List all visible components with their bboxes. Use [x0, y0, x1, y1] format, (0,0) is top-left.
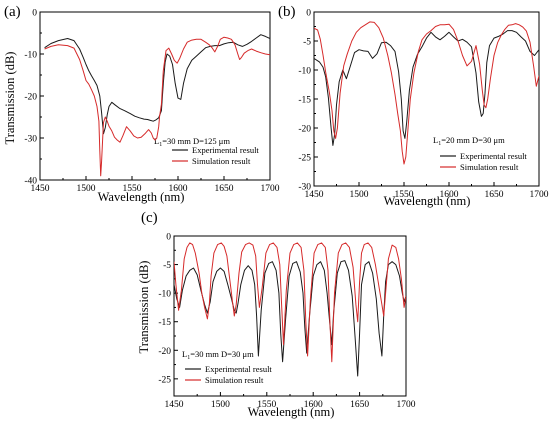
legend-label-experimental-b: Experimental result [460, 151, 527, 161]
xlabel-b: Wavelength (nm) [384, 194, 471, 208]
x-tick-label-c: 1550 [257, 400, 276, 410]
y-tick-label-a: -40 [24, 177, 37, 187]
legend-label-simulation-c: Simulation result [205, 375, 264, 385]
x-tick-label-a: 1450 [31, 184, 50, 194]
experimental-series-line-c [174, 260, 406, 377]
panel-a: (a) Transmission (dB) Wavelength (nm) L1… [3, 4, 280, 204]
x-tick-label-b: 1650 [485, 190, 504, 200]
ylabel-a: Transmission (dB) [3, 52, 17, 145]
legend-label-simulation-b: Simulation result [460, 162, 519, 172]
simulation-series-line-b [314, 21, 539, 165]
annotation-c: L1=30 mm D=30 μm [182, 349, 254, 361]
panel-b: (b) Wavelength (nm) L1=20 mm D=30 μm 145… [278, 4, 549, 208]
y-tick-label-c: -5 [163, 261, 171, 271]
y-tick-label-c: -10 [158, 290, 171, 300]
y-tick-label-a: -30 [24, 135, 37, 145]
legend-label-experimental-c: Experimental result [205, 364, 272, 374]
x-tick-label-c: 1650 [350, 400, 369, 410]
y-tick-label-c: 0 [166, 233, 171, 243]
y-tick-label-a: -10 [24, 51, 37, 61]
y-tick-label-b: -25 [298, 154, 311, 164]
simulation-series-line-a [44, 36, 270, 177]
y-tick-label-c: -20 [158, 347, 171, 357]
y-tick-label-a: 0 [32, 9, 37, 19]
legend-label-experimental-a: Experimental result [192, 145, 259, 155]
x-tick-label-a: 1600 [169, 184, 188, 194]
panel-label-c: (c) [141, 210, 158, 226]
x-tick-label-a: 1500 [77, 184, 96, 194]
ylabel-c: Transmission (dB) [137, 261, 151, 354]
x-tick-label-a: 1700 [261, 184, 280, 194]
y-tick-label-b: -5 [303, 38, 311, 48]
y-tick-label-b: -10 [298, 67, 311, 77]
y-tick-label-a: -20 [24, 93, 37, 103]
x-tick-label-b: 1500 [350, 190, 369, 200]
panel-label-a: (a) [4, 4, 21, 20]
x-tick-label-b: 1450 [305, 190, 324, 200]
y-tick-label-b: -20 [298, 125, 311, 135]
y-tick-label-b: 0 [306, 9, 311, 19]
x-tick-label-c: 1600 [304, 400, 323, 410]
x-tick-label-c: 1700 [397, 400, 416, 410]
x-tick-label-c: 1450 [165, 400, 184, 410]
y-tick-label-b: -30 [298, 183, 311, 193]
simulation-series-line-c [174, 242, 406, 363]
experimental-series-line-a [44, 34, 270, 135]
annotation-b: L1=20 mm D=30 μm [433, 135, 505, 147]
x-tick-label-a: 1550 [123, 184, 142, 194]
panel-c: (c) Transmission (dB) Wavelength (nm) L1… [137, 210, 416, 419]
legend-label-simulation-a: Simulation result [192, 156, 251, 166]
experimental-series-line-b [314, 30, 539, 146]
y-tick-label-b: -15 [298, 96, 311, 106]
x-tick-label-b: 1550 [395, 190, 414, 200]
y-tick-label-c: -15 [158, 318, 171, 328]
x-tick-label-a: 1650 [215, 184, 234, 194]
x-tick-label-b: 1600 [440, 190, 459, 200]
panel-label-b: (b) [278, 4, 296, 20]
y-tick-label-c: -25 [158, 375, 171, 385]
x-tick-label-c: 1500 [211, 400, 230, 410]
x-tick-label-b: 1700 [530, 190, 549, 200]
xlabel-a: Wavelength (nm) [98, 190, 185, 204]
xlabel-c: Wavelength (nm) [248, 405, 335, 419]
annotation-a: L1=30 mm D=125 μm [154, 136, 230, 148]
